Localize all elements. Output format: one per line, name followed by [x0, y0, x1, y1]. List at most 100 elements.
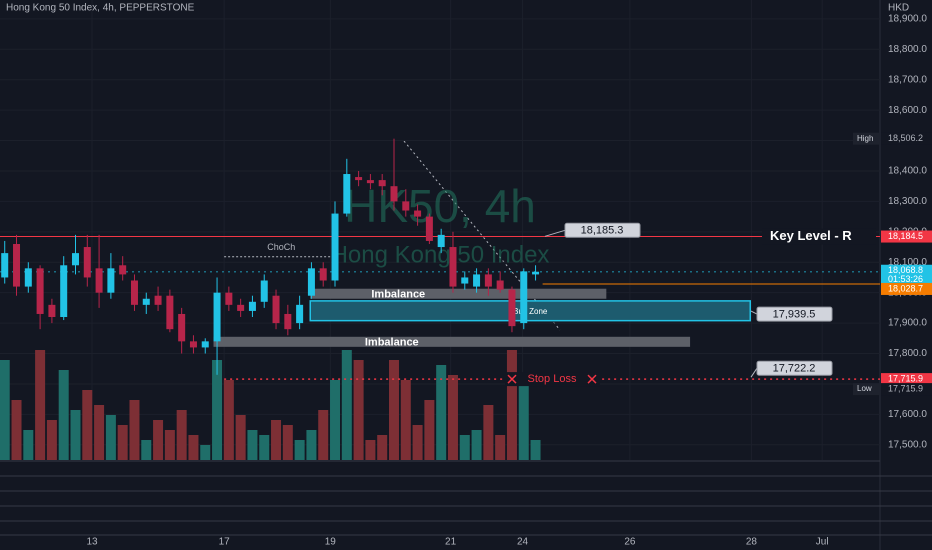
volume-bar	[353, 360, 364, 460]
volume-bar	[424, 400, 435, 460]
candle-body	[425, 216, 433, 241]
y-tick-label: 18,100.0	[888, 257, 927, 268]
candle-body	[119, 265, 127, 275]
volume-bar	[271, 420, 282, 460]
badge-name-bg	[853, 132, 880, 145]
volume-bar	[412, 425, 423, 460]
candle-body	[331, 213, 339, 281]
candle-body	[201, 341, 209, 348]
choch-label: ChoCh	[267, 242, 295, 252]
stop-loss-bg	[505, 372, 600, 387]
candle-body	[60, 265, 68, 318]
candle-body	[83, 247, 91, 278]
volume-bar	[35, 350, 46, 460]
volume-bar	[400, 380, 411, 460]
callout-pointer	[750, 367, 758, 378]
candle-body	[95, 268, 103, 293]
lower-panes	[0, 460, 932, 536]
candle-body	[225, 292, 233, 305]
callout-label: 18,185.3	[581, 225, 624, 237]
callout-pointer	[750, 310, 758, 315]
callout-box	[564, 222, 641, 238]
candle-body	[520, 271, 528, 324]
currency: HKD	[888, 3, 909, 14]
callout-pointer	[544, 229, 566, 237]
candle-body	[414, 210, 422, 217]
price-badge-label: 17,715.9	[888, 383, 923, 393]
candle-body	[296, 304, 304, 324]
candle-body	[107, 268, 115, 293]
volume-bar	[530, 440, 541, 460]
callout-box	[756, 306, 833, 322]
zone	[309, 300, 751, 322]
volume-bar	[129, 400, 140, 460]
candle-body	[213, 292, 221, 342]
candle-body	[484, 274, 492, 287]
price-badge-label: 18,028.7	[888, 283, 923, 293]
candle-body	[473, 274, 481, 287]
zone-label: Imbalance	[365, 337, 419, 349]
volume-bar	[447, 375, 458, 460]
volume-bar	[235, 415, 246, 460]
volume-bar	[388, 360, 399, 460]
volume-bar	[495, 435, 506, 460]
volume-bar	[306, 430, 317, 460]
y-tick-label: 17,800.0	[888, 348, 927, 359]
candle-body	[48, 304, 56, 318]
candle-body	[142, 298, 150, 305]
candle-body	[272, 295, 280, 324]
candle-body	[260, 280, 268, 302]
candle-body	[366, 180, 374, 184]
candle-body	[71, 253, 79, 266]
x-tick-label: Jul	[816, 537, 829, 548]
candle-body	[437, 234, 445, 248]
candle-body	[449, 247, 457, 287]
price-badge	[881, 230, 932, 243]
x-tick-label: 24	[517, 537, 529, 548]
volume-bar	[341, 350, 352, 460]
candle-body	[36, 268, 44, 314]
y-tick-label: 17,600.0	[888, 409, 927, 420]
volume-bar	[46, 420, 57, 460]
price-badge-label: 18,506.2	[888, 133, 923, 143]
price-badge-label: 17,715.9	[888, 373, 923, 383]
callout-box	[756, 360, 833, 376]
volume-bar	[506, 350, 517, 460]
volume-bar	[318, 410, 329, 460]
zone-label: Buy Zone	[513, 307, 548, 316]
volume-bar	[0, 360, 10, 460]
candle-body	[319, 268, 327, 281]
callout-label: 17,939.5	[773, 308, 816, 320]
x-tick-label: 19	[325, 537, 337, 548]
volume-bar	[105, 415, 116, 460]
stop-loss-label: Stop Loss	[528, 373, 577, 385]
candle-body	[402, 201, 410, 211]
volume-bar	[436, 365, 447, 460]
x-tick-label: 13	[86, 537, 98, 548]
candle-body	[355, 177, 363, 181]
stop-loss-cross	[587, 374, 597, 384]
candle-body	[1, 253, 9, 278]
key-level-bg	[762, 228, 876, 245]
volume-bar	[94, 405, 105, 460]
volume-bar	[377, 435, 388, 460]
price-badge	[881, 282, 932, 295]
price-badge-label: 18,184.5	[888, 231, 923, 241]
volume-bar	[176, 410, 187, 460]
x-tick-label: 28	[746, 537, 758, 548]
volume-bar	[282, 425, 293, 460]
price-badge	[881, 264, 932, 285]
volume-bar	[259, 435, 270, 460]
volume-bar	[200, 445, 211, 460]
x-tick-label: 26	[624, 537, 636, 548]
volume-bar	[188, 435, 199, 460]
zone	[310, 288, 607, 299]
y-tick-label: 18,300.0	[888, 196, 927, 207]
price-badge	[881, 132, 932, 145]
candle-body	[496, 280, 504, 290]
candle-body	[166, 295, 174, 330]
key-level-label: Key Level - R	[770, 228, 852, 243]
volume-bar	[330, 380, 341, 460]
y-tick-label: 17,500.0	[888, 439, 927, 450]
